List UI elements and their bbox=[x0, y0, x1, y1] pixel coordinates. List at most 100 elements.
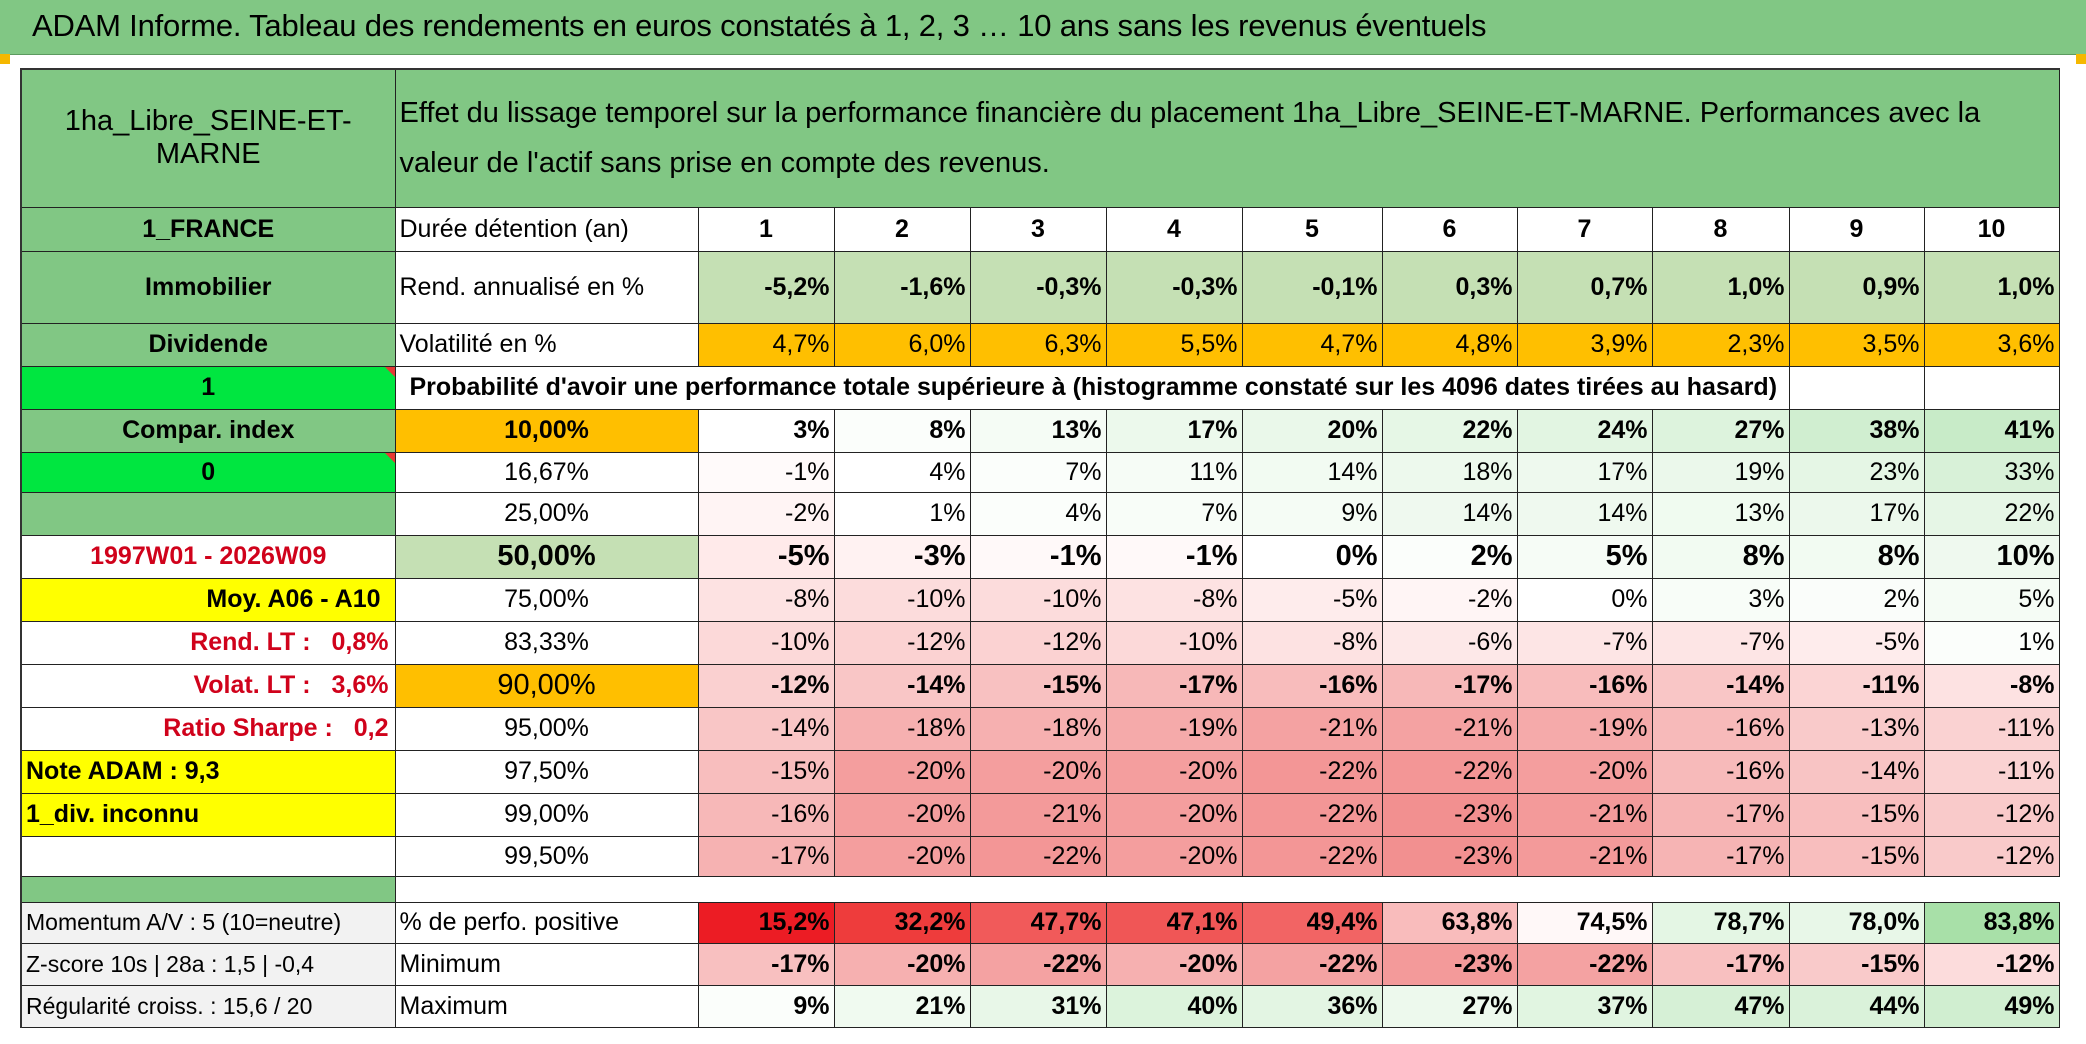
percentile-row: Compar. index 10,00% 3% 8% 13% 17% 20% 2… bbox=[20, 408, 2060, 453]
percentile-cell: -20% bbox=[1105, 792, 1243, 837]
volatilite-cell: 5,5% bbox=[1105, 322, 1243, 367]
percentile-cell: -1% bbox=[969, 534, 1107, 579]
percentile-cell: -11% bbox=[1788, 663, 1925, 708]
selector-0[interactable]: 0 bbox=[20, 451, 396, 493]
blank-sidebar-cell bbox=[20, 491, 396, 536]
percentile-row: Rend. LT : 0,8% 83,33% -10% -12% -12% -1… bbox=[20, 620, 2060, 665]
rend-annualise-cell: 0,3% bbox=[1381, 250, 1518, 324]
minimum-cell: -22% bbox=[969, 942, 1107, 986]
percentile-cell: 33% bbox=[1923, 451, 2060, 493]
positive-label: % de perfo. positive bbox=[394, 901, 699, 944]
minimum-cell: -17% bbox=[697, 942, 835, 986]
year-header: 2 bbox=[833, 206, 971, 252]
percentile-cell: 19% bbox=[1651, 451, 1790, 493]
percentile-cell: -5% bbox=[697, 534, 835, 579]
percentile-cell: -20% bbox=[833, 792, 971, 837]
period-label: 1997W01 - 2026W09 bbox=[20, 534, 396, 579]
volatilite-cell: 4,7% bbox=[1241, 322, 1383, 367]
percentile-label: 95,00% bbox=[394, 706, 699, 751]
percentile-cell: -10% bbox=[969, 577, 1107, 622]
percentile-label: 83,33% bbox=[394, 620, 699, 665]
rend-annualise-cell: 0,7% bbox=[1516, 250, 1653, 324]
percentile-cell: -1% bbox=[697, 451, 835, 493]
percentile-cell: 11% bbox=[1105, 451, 1243, 493]
percentile-cell: -8% bbox=[697, 577, 835, 622]
maximum-cell: 27% bbox=[1381, 984, 1518, 1028]
percentile-cell: -23% bbox=[1381, 792, 1518, 837]
minimum-row: Z-score 10s | 28a : 1,5 | -0,4 Minimum -… bbox=[20, 942, 2060, 986]
maximum-cell: 31% bbox=[969, 984, 1107, 1028]
percentile-label: 75,00% bbox=[394, 577, 699, 622]
rend-lt-label: Rend. LT : bbox=[190, 628, 311, 656]
percentile-cell: -21% bbox=[1516, 792, 1653, 837]
rend-annualise-cell: -1,6% bbox=[833, 250, 971, 324]
percentile-cell: -10% bbox=[1105, 620, 1243, 665]
percentile-row: Volat. LT : 3,6% 90,00% -12% -14% -15% -… bbox=[20, 663, 2060, 708]
percentile-cell: -8% bbox=[1923, 663, 2060, 708]
percentile-cell: 17% bbox=[1105, 408, 1243, 453]
year-header: 7 bbox=[1516, 206, 1653, 252]
minimum-cell: -20% bbox=[833, 942, 971, 986]
minimum-cell: -22% bbox=[1516, 942, 1653, 986]
percentile-cell: -22% bbox=[1241, 835, 1383, 877]
percentile-cell: -16% bbox=[1651, 706, 1790, 751]
maximum-row: Régularité croiss. : 15,6 / 20 Maximum 9… bbox=[20, 984, 2060, 1028]
maximum-cell: 49% bbox=[1923, 984, 2060, 1028]
minimum-cell: -22% bbox=[1241, 942, 1383, 986]
percentile-cell: 7% bbox=[969, 451, 1107, 493]
year-header: 1 bbox=[697, 206, 835, 252]
regularite-label: Régularité croiss. : 15,6 / 20 bbox=[20, 984, 396, 1028]
maximum-cell: 47% bbox=[1651, 984, 1790, 1028]
percentile-cell: 22% bbox=[1923, 491, 2060, 536]
percentile-cell: -20% bbox=[833, 835, 971, 877]
percentile-label: 25,00% bbox=[394, 491, 699, 536]
volatilite-cell: 3,6% bbox=[1923, 322, 2060, 367]
category-label: Immobilier bbox=[20, 250, 396, 324]
rend-annualise-cell: -5,2% bbox=[697, 250, 835, 324]
maximum-cell: 44% bbox=[1788, 984, 1925, 1028]
percentile-cell: 7% bbox=[1105, 491, 1243, 536]
percentile-cell: -16% bbox=[697, 792, 835, 837]
percentile-cell: 8% bbox=[833, 408, 971, 453]
volatilite-label: Volatilité en % bbox=[394, 322, 699, 367]
rend-annualise-cell: 1,0% bbox=[1923, 250, 2060, 324]
percentile-cell: -22% bbox=[969, 835, 1107, 877]
percentile-cell: -20% bbox=[969, 749, 1107, 794]
percentile-cell: -20% bbox=[1105, 749, 1243, 794]
percentile-cell: -14% bbox=[1788, 749, 1925, 794]
volatilite-row: Dividende Volatilité en % 4,7% 6,0% 6,3%… bbox=[20, 322, 2060, 367]
percentile-cell: 22% bbox=[1381, 408, 1518, 453]
percentile-cell: -21% bbox=[1241, 706, 1383, 751]
percentile-cell: 1% bbox=[833, 491, 971, 536]
percentile-cell: -2% bbox=[697, 491, 835, 536]
positive-cell: 78,0% bbox=[1788, 901, 1925, 944]
positive-cell: 74,5% bbox=[1516, 901, 1653, 944]
percentile-cell: 14% bbox=[1241, 451, 1383, 493]
percentile-cell: -19% bbox=[1516, 706, 1653, 751]
positive-row: Momentum A/V : 5 (10=neutre) % de perfo.… bbox=[20, 901, 2060, 944]
volat-lt: Volat. LT : 3,6% bbox=[20, 663, 396, 708]
minimum-cell: -20% bbox=[1105, 942, 1243, 986]
rend-annualise-label: Rend. annualisé en % bbox=[394, 250, 699, 324]
percentile-cell: -20% bbox=[1516, 749, 1653, 794]
positive-cell: 15,2% bbox=[697, 901, 835, 944]
percentile-cell: -14% bbox=[1651, 663, 1790, 708]
percentile-cell: 3% bbox=[697, 408, 835, 453]
percentile-cell: 4% bbox=[969, 491, 1107, 536]
moy-label: Moy. A06 - A10 bbox=[20, 577, 396, 622]
percentile-cell: -17% bbox=[1105, 663, 1243, 708]
percentile-cell: -21% bbox=[1516, 835, 1653, 877]
year-header: 4 bbox=[1105, 206, 1243, 252]
percentile-cell: -1% bbox=[1105, 534, 1243, 579]
percentile-cell: -13% bbox=[1788, 706, 1925, 751]
percentile-cell: -16% bbox=[1241, 663, 1383, 708]
percentile-cell: -12% bbox=[1923, 835, 2060, 877]
selector-1[interactable]: 1 bbox=[20, 365, 396, 410]
percentile-cell: 0% bbox=[1241, 534, 1383, 579]
empty-cell bbox=[1923, 365, 2060, 410]
percentile-cell: -11% bbox=[1923, 706, 2060, 751]
percentile-cell: 18% bbox=[1381, 451, 1518, 493]
percentile-cell: 14% bbox=[1516, 491, 1653, 536]
maximum-cell: 37% bbox=[1516, 984, 1653, 1028]
percentile-label: 97,50% bbox=[394, 749, 699, 794]
